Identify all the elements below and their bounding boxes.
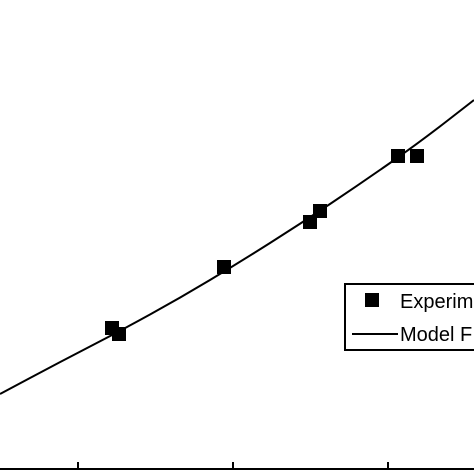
data-point [410,149,424,163]
data-point [391,149,405,163]
legend: Experim Model F [344,283,474,351]
legend-label-model: Model F [400,324,472,346]
data-point [112,327,126,341]
model-fit-series [0,99,474,395]
data-point [313,204,327,218]
legend-label-experimental: Experim [400,291,473,313]
axes [0,462,474,470]
data-point [217,260,231,274]
model-fit-line [0,99,474,395]
experimental-series [105,149,424,341]
legend-marker-square [365,293,379,307]
data-point [303,215,317,229]
